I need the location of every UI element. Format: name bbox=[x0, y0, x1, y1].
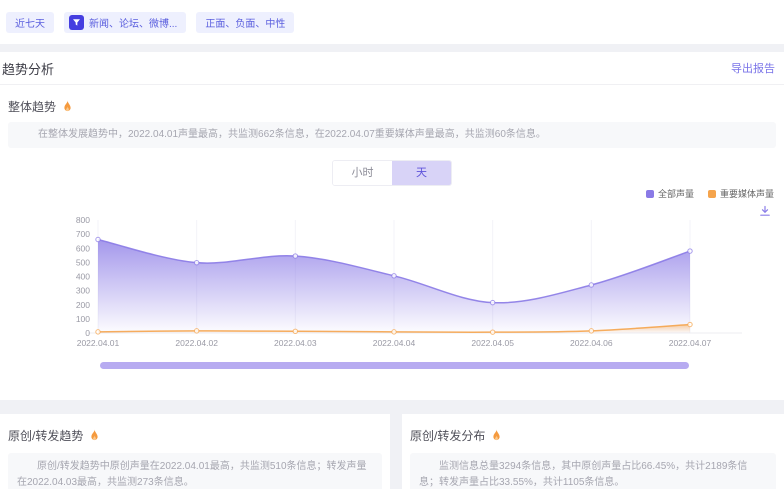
datazoom-slider[interactable] bbox=[100, 362, 689, 369]
svg-text:200: 200 bbox=[76, 300, 90, 310]
export-report-link[interactable]: 导出报告 bbox=[731, 63, 775, 75]
filter-chip-sentiment[interactable]: 正面、负面、中性 bbox=[196, 11, 295, 33]
filter-chip-label: 正面、负面、中性 bbox=[205, 18, 286, 30]
trend-analysis-card: 趋势分析 导出报告 整体趋势 在整体发展趋势中，2022.04.01声量最高，共… bbox=[0, 52, 784, 400]
svg-text:300: 300 bbox=[76, 286, 90, 296]
chart-legend: 全部声量 重要媒体声量 bbox=[645, 187, 774, 200]
svg-text:500: 500 bbox=[76, 257, 90, 267]
filter-bar: 近七天 新闻、论坛、微博... 正面、负面、中性 bbox=[0, 0, 784, 44]
toggle-day[interactable]: 天 bbox=[392, 161, 451, 185]
svg-text:400: 400 bbox=[76, 272, 90, 282]
svg-text:2022.04.02: 2022.04.02 bbox=[175, 338, 218, 348]
legend-label: 重要媒体声量 bbox=[719, 189, 774, 199]
overall-summary: 在整体发展趋势中，2022.04.01声量最高，共监测662条信息，在2022.… bbox=[8, 122, 776, 148]
card-summary: 原创/转发趋势中原创声量在2022.04.01最高，共监测510条信息；转发声量… bbox=[8, 453, 382, 489]
card-title: 原创/转发分布 bbox=[402, 414, 784, 453]
legend-swatch-purple bbox=[645, 189, 654, 198]
svg-text:2022.04.06: 2022.04.06 bbox=[570, 338, 613, 348]
flame-icon bbox=[91, 429, 98, 441]
legend-swatch-orange bbox=[707, 189, 716, 198]
legend-item-total[interactable]: 全部声量 bbox=[645, 187, 694, 200]
filter-chip-date-range[interactable]: 近七天 bbox=[6, 11, 54, 33]
download-icon[interactable] bbox=[759, 204, 771, 222]
legend-item-media[interactable]: 重要媒体声量 bbox=[707, 187, 774, 200]
funnel-icon bbox=[69, 14, 84, 30]
svg-text:100: 100 bbox=[76, 314, 90, 324]
svg-text:2022.04.03: 2022.04.03 bbox=[274, 338, 317, 348]
filter-chip-label: 新闻、论坛、微博... bbox=[89, 18, 178, 30]
trend-area-chart: 2022.04.01 2022.04.02 2022.04.03 2022.04.04… bbox=[76, 215, 742, 348]
overall-trend-title: 整体趋势 bbox=[8, 98, 73, 115]
svg-text:2022.04.05: 2022.04.05 bbox=[471, 338, 514, 348]
card-title-label: 原创/转发趋势 bbox=[8, 429, 84, 443]
original-repost-distribution-card: 原创/转发分布 监测信息总量3294条信息，其中原创声量占比66.45%，共计2… bbox=[402, 414, 784, 489]
flame-icon bbox=[64, 100, 71, 112]
filter-chip-sources[interactable]: 新闻、论坛、微博... bbox=[64, 11, 187, 33]
svg-text:2022.04.07: 2022.04.07 bbox=[669, 338, 712, 348]
granularity-toggle: 小时 天 bbox=[332, 160, 452, 186]
flame-icon bbox=[493, 429, 500, 441]
svg-text:700: 700 bbox=[76, 229, 90, 239]
overall-trend-label: 整体趋势 bbox=[8, 100, 57, 114]
card-summary: 监测信息总量3294条信息，其中原创声量占比66.45%，共计2189条信息；转… bbox=[410, 453, 776, 489]
svg-text:800: 800 bbox=[76, 215, 90, 225]
original-repost-trend-card: 原创/转发趋势 原创/转发趋势中原创声量在2022.04.01最高，共监测510… bbox=[0, 414, 390, 489]
svg-text:2022.04.01: 2022.04.01 bbox=[77, 338, 120, 348]
legend-label: 全部声量 bbox=[657, 189, 694, 199]
page-title: 趋势分析 bbox=[2, 61, 55, 77]
svg-text:0: 0 bbox=[85, 328, 90, 338]
svg-text:600: 600 bbox=[76, 243, 90, 253]
svg-text:2022.04.04: 2022.04.04 bbox=[373, 338, 416, 348]
filter-chip-label: 近七天 bbox=[15, 18, 45, 30]
card-title: 原创/转发趋势 bbox=[0, 414, 390, 453]
toggle-hour[interactable]: 小时 bbox=[333, 161, 392, 185]
card-header: 趋势分析 导出报告 bbox=[0, 52, 784, 85]
card-title-label: 原创/转发分布 bbox=[410, 429, 486, 443]
